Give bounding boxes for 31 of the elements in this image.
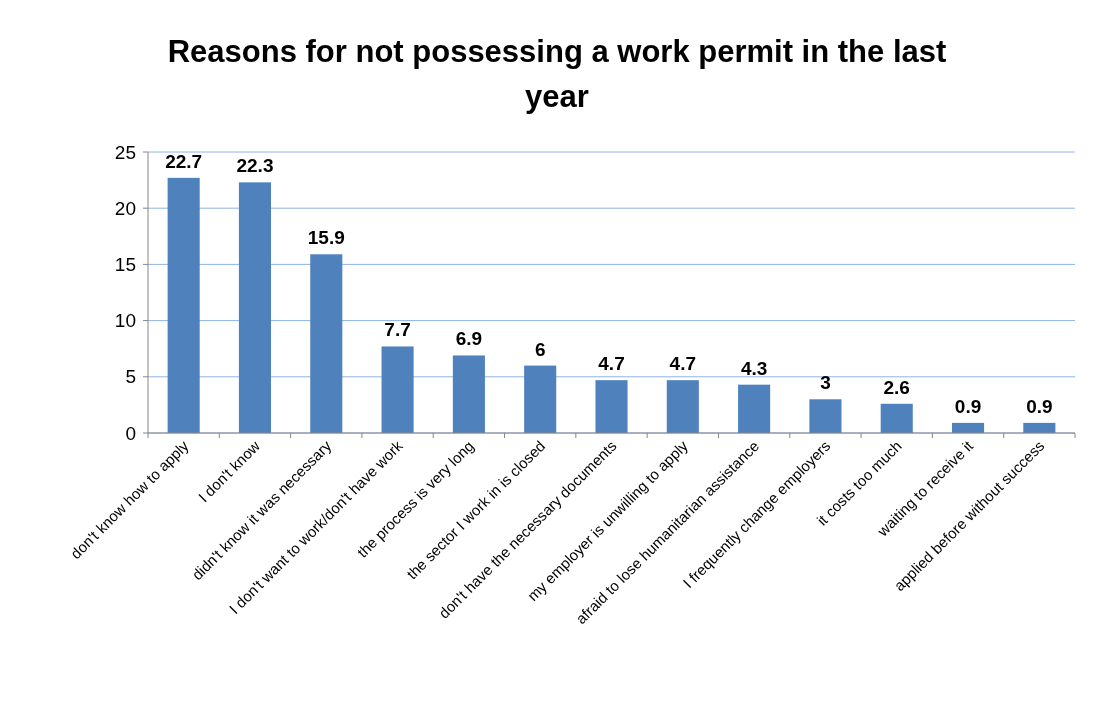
- data-label: 4.7: [669, 353, 697, 375]
- data-label: 22.7: [165, 150, 203, 172]
- data-label: 22.3: [236, 155, 274, 177]
- data-label: 4.7: [598, 353, 625, 375]
- bar: [238, 182, 272, 433]
- data-label: 6: [534, 338, 546, 360]
- data-label: 0.9: [954, 395, 982, 417]
- data-label: 15.9: [307, 227, 345, 249]
- y-tick-label: 25: [114, 141, 136, 163]
- data-label: 3: [820, 372, 831, 394]
- bar: [167, 177, 200, 433]
- data-label: 6.9: [455, 328, 483, 350]
- y-tick-label: 20: [114, 197, 136, 219]
- bar: [524, 365, 557, 433]
- data-label: 7.7: [384, 319, 411, 341]
- data-label: 2.6: [883, 376, 910, 398]
- bar: [880, 403, 913, 433]
- data-label: 4.3: [740, 357, 768, 379]
- bar: [381, 346, 414, 433]
- bar: [809, 399, 842, 433]
- y-tick-label: 0: [125, 422, 136, 444]
- y-tick-label: 10: [114, 310, 136, 332]
- data-label: 0.9: [1026, 395, 1053, 417]
- y-tick-label: 5: [125, 366, 136, 388]
- bar: [738, 384, 771, 433]
- bar: [595, 380, 628, 433]
- bar: [666, 380, 699, 433]
- bar: [310, 254, 343, 433]
- bar: [452, 355, 485, 433]
- chart-title: Reasons for not possessing a work permit in the last year: [167, 34, 947, 114]
- y-tick-label: 15: [114, 254, 136, 276]
